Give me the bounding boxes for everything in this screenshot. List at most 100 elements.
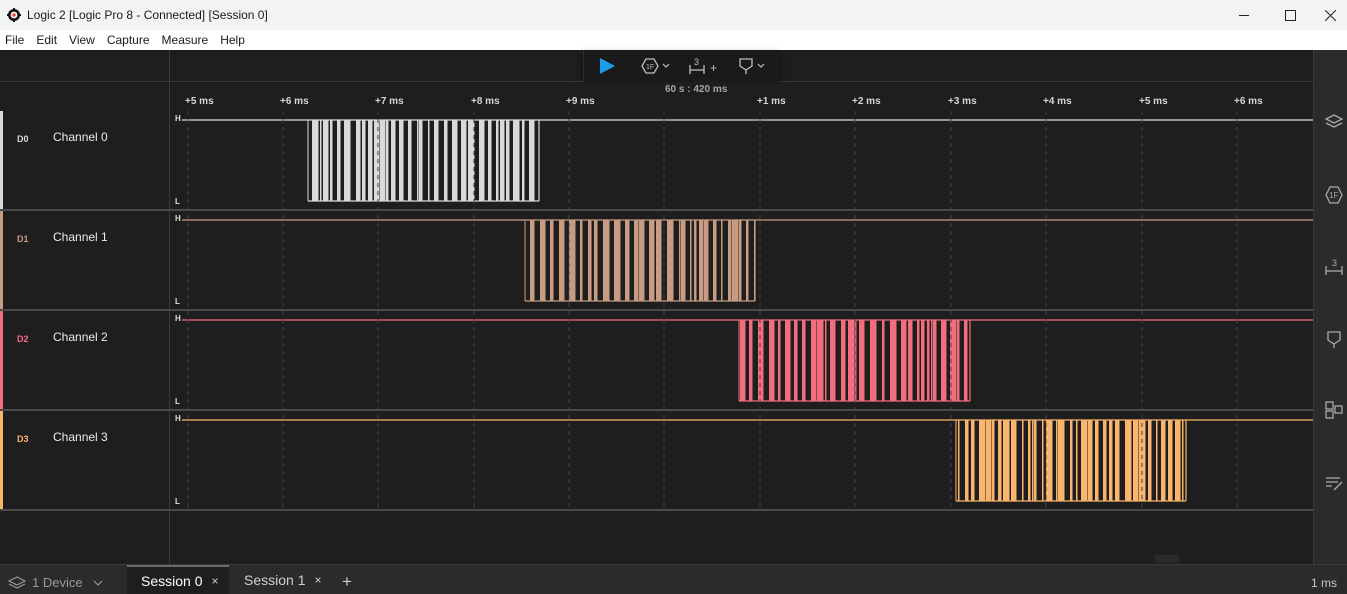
waveform-area-1[interactable]: H L [170, 211, 1313, 309]
tick-label: +5 ms [185, 96, 214, 107]
notes-icon[interactable] [1324, 473, 1344, 493]
channel-row-1[interactable]: D1 Channel 1 H L [0, 211, 1313, 311]
svg-text:1F: 1F [646, 64, 654, 71]
channel-name[interactable]: Channel 0 [53, 130, 108, 144]
app-icon [7, 8, 21, 22]
channel-label-3[interactable]: D3 Channel 3 [0, 411, 169, 509]
waveform-0 [182, 119, 1313, 202]
menu-file[interactable]: File [5, 33, 25, 47]
channel-row-0[interactable]: D0 Channel 0 H L [0, 111, 1313, 211]
close-window-button[interactable] [1313, 0, 1347, 30]
tick-label: +9 ms [566, 96, 595, 107]
minimize-button[interactable] [1221, 0, 1267, 30]
channel-row-3[interactable]: D3 Channel 3 H L [0, 411, 1313, 511]
timing-marker-icon: 3 + [689, 57, 717, 75]
session-tab-label: Session 1 [244, 572, 306, 588]
close-session-icon[interactable]: × [314, 573, 322, 587]
menu-measure[interactable]: Measure [161, 33, 209, 47]
menu-view[interactable]: View [69, 33, 95, 47]
waveform-2 [182, 319, 1313, 402]
low-level-label: L [175, 497, 180, 506]
tick-label: +8 ms [471, 96, 500, 107]
timing-markers-icon[interactable]: 3 [1324, 256, 1344, 276]
add-session-button[interactable]: + [342, 572, 352, 591]
channel-row-2[interactable]: D2 Channel 2 H L [0, 311, 1313, 411]
minimize-icon [1238, 14, 1249, 16]
channel-color-bar [0, 411, 3, 509]
channel-id: D3 [17, 434, 29, 444]
analyzer-menu-button[interactable]: 1F [640, 55, 670, 77]
trigger-menu-button[interactable] [738, 55, 768, 77]
menu-capture[interactable]: Capture [106, 33, 150, 47]
trigger-icon [739, 58, 765, 74]
tick-label: +4 ms [1043, 96, 1072, 107]
bottom-bar: 1 Device Session 0 × Session 1 × + 1 ms [0, 564, 1347, 594]
timeline-reference: 60 s : 420 ms [665, 84, 728, 95]
channel-label-2[interactable]: D2 Channel 2 [0, 311, 169, 409]
timeline-header[interactable]: 60 s : 420 ms +5 ms +6 ms +7 ms +8 ms +9… [170, 82, 1313, 112]
waveform-area-0[interactable]: H L [170, 111, 1313, 209]
extensions-icon[interactable] [1324, 400, 1344, 420]
svg-text:1F: 1F [1329, 191, 1338, 200]
close-icon [1324, 9, 1336, 21]
low-level-label: L [175, 197, 180, 206]
channel-name[interactable]: Channel 3 [53, 430, 108, 444]
waveform-area-2[interactable]: H L [170, 311, 1313, 409]
maximize-button[interactable] [1267, 0, 1313, 30]
tick-label: +6 ms [1234, 96, 1263, 107]
waveform-area-3[interactable]: H L [170, 411, 1313, 509]
waveform-pulses [182, 419, 1313, 502]
device-selector[interactable]: 1 Device [8, 575, 103, 590]
analyzers-icon[interactable] [1324, 112, 1344, 132]
high-level-label: H [175, 414, 181, 423]
device-icon [8, 575, 26, 589]
zoom-level[interactable]: 1 ms [1310, 576, 1337, 590]
measurements-icon[interactable] [1324, 329, 1344, 349]
tick-label: +7 ms [375, 96, 404, 107]
protocol-icon[interactable]: 1F [1324, 185, 1344, 205]
waveform-pulses [182, 119, 1313, 202]
title-bar: Logic 2 [Logic Pro 8 - Connected] [Sessi… [0, 0, 1347, 30]
close-session-icon[interactable]: × [211, 574, 219, 588]
channel-id: D2 [17, 334, 29, 344]
waveform-pulses [182, 319, 1313, 402]
tick-label: +5 ms [1139, 96, 1168, 107]
capture-toolbar: 1F 3 + [583, 50, 780, 82]
right-sidebar: 1F 3 [1313, 50, 1347, 564]
channel-name[interactable]: Channel 2 [53, 330, 108, 344]
analyzer-icon: 1F [641, 58, 670, 74]
session-tab-label: Session 0 [141, 573, 203, 589]
start-capture-button[interactable] [598, 55, 616, 77]
high-level-label: H [175, 314, 181, 323]
channel-label-0[interactable]: D0 Channel 0 [0, 111, 169, 209]
menu-help[interactable]: Help [220, 33, 245, 47]
channel-color-bar [0, 311, 3, 409]
timing-marker-count: 3 [694, 57, 699, 67]
horizontal-scroll-thumb[interactable] [1155, 555, 1179, 563]
channel-id: D1 [17, 234, 29, 244]
menu-edit[interactable]: Edit [36, 33, 58, 47]
channel-color-bar [0, 111, 3, 209]
tick-label: +2 ms [852, 96, 881, 107]
label-column-divider [169, 50, 170, 564]
chevron-down-icon [93, 580, 103, 586]
waveform-1 [182, 219, 1313, 302]
channel-label-1[interactable]: D1 Channel 1 [0, 211, 169, 309]
channel-id: D0 [17, 134, 29, 144]
waveform-pulses [182, 219, 1313, 302]
menu-bar: File Edit View Capture Measure Help [0, 30, 1347, 50]
channel-color-bar [0, 211, 3, 309]
tab-session-0[interactable]: Session 0 × [127, 565, 229, 594]
tick-label: +1 ms [757, 96, 786, 107]
tick-label: +6 ms [280, 96, 309, 107]
tab-session-1[interactable]: Session 1 × [230, 565, 330, 594]
timing-marker-add: + [710, 61, 717, 75]
tick-label: +3 ms [948, 96, 977, 107]
channel-name[interactable]: Channel 1 [53, 230, 108, 244]
waveform-3 [182, 419, 1313, 502]
timing-marker-button[interactable]: 3 + [688, 55, 724, 77]
sidebar-marker-count: 3 [1332, 258, 1337, 268]
window-title: Logic 2 [Logic Pro 8 - Connected] [Sessi… [27, 8, 268, 22]
play-icon [600, 58, 615, 74]
